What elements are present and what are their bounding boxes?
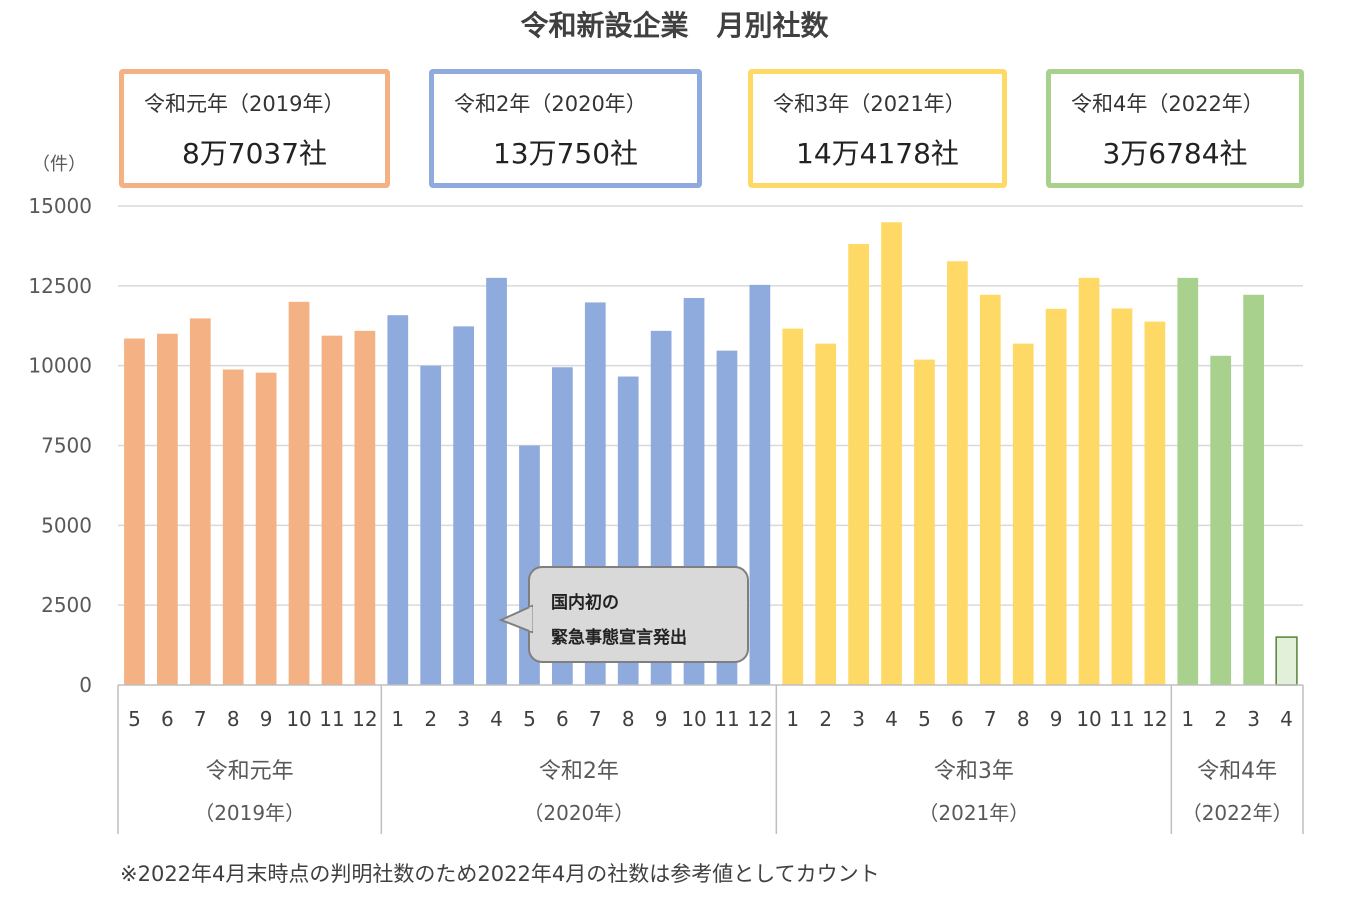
bar — [979, 294, 1001, 685]
x-tick-label: 7 — [194, 707, 207, 731]
bar — [1012, 343, 1034, 685]
x-tick-label: 7 — [984, 707, 997, 731]
x-tick-label: 10 — [1076, 707, 1101, 731]
x-tick-label: 9 — [260, 707, 273, 731]
bar — [1177, 277, 1199, 685]
year-group-sublabel: （2021年） — [918, 801, 1029, 825]
x-tick-label: 9 — [655, 707, 668, 731]
x-tick-label: 8 — [622, 707, 635, 731]
x-tick-label: 11 — [319, 707, 344, 731]
summary-label: 令和元年（2019年） — [144, 92, 345, 116]
summary-label: 令和2年（2020年） — [454, 92, 647, 116]
bar — [1045, 308, 1067, 685]
x-tick-label: 3 — [457, 707, 470, 731]
x-tick-label: 6 — [556, 707, 569, 731]
x-tick-label: 11 — [714, 707, 739, 731]
year-group-sublabel: （2020年） — [523, 801, 634, 825]
bar — [749, 284, 771, 685]
x-tick-label: 4 — [885, 707, 898, 731]
x-tick-label: 8 — [1017, 707, 1030, 731]
bar — [124, 338, 145, 685]
bar — [486, 277, 507, 685]
bar — [815, 343, 837, 685]
x-tick-label: 5 — [523, 707, 536, 731]
bar — [222, 369, 244, 685]
x-tick-label: 10 — [681, 707, 706, 731]
x-tick-label: 1 — [391, 707, 404, 731]
year-group-label: 令和元年 — [206, 759, 294, 784]
bar — [782, 328, 804, 685]
x-tick-label: 3 — [1247, 707, 1260, 731]
bar — [1111, 308, 1133, 685]
x-tick-label: 12 — [352, 707, 377, 731]
bar — [255, 372, 277, 685]
bar — [914, 359, 935, 685]
x-tick-label: 9 — [1050, 707, 1063, 731]
x-tick-label: 6 — [951, 707, 964, 731]
bar — [1275, 636, 1298, 686]
year-group-sublabel: （2019年） — [194, 801, 305, 825]
year-group-label: 令和4年 — [1197, 759, 1277, 784]
x-tick-label: 12 — [1142, 707, 1167, 731]
y-tick-label: 10000 — [28, 354, 92, 378]
summary-box-2020: 令和2年（2020年） 13万750社 — [429, 69, 702, 188]
x-tick-label: 1 — [1181, 707, 1194, 731]
x-tick-label: 6 — [161, 707, 174, 731]
x-tick-label: 5 — [128, 707, 141, 731]
bar — [848, 244, 869, 685]
summary-label: 令和4年（2022年） — [1071, 92, 1264, 116]
year-group-label: 令和2年 — [539, 759, 619, 784]
x-tick-label: 2 — [819, 707, 832, 731]
bar — [288, 301, 310, 685]
x-tick-label: 1 — [786, 707, 799, 731]
bar — [354, 330, 376, 685]
x-tick-label: 5 — [918, 707, 931, 731]
x-tick-label: 4 — [490, 707, 503, 731]
bar — [1210, 355, 1232, 685]
summary-count: 13万750社 — [492, 137, 639, 170]
x-tick-label: 4 — [1280, 707, 1293, 731]
bar — [1243, 294, 1264, 685]
bar — [387, 315, 409, 685]
chart-title: 令和新設企業 月別社数 — [520, 9, 829, 42]
y-axis-unit: （件） — [32, 154, 86, 175]
y-tick-label: 7500 — [41, 434, 92, 458]
year-group-sublabel: （2022年） — [1182, 801, 1293, 825]
bar — [157, 333, 178, 685]
bar — [420, 365, 442, 685]
summary-box-2021: 令和3年（2021年） 14万4178社 — [748, 69, 1007, 188]
summary-box-2022: 令和4年（2022年） 3万6784社 — [1046, 69, 1304, 188]
bar — [453, 326, 474, 685]
x-tick-label: 3 — [852, 707, 865, 731]
summary-box-2019: 令和元年（2019年） 8万7037社 — [119, 69, 390, 188]
callout-emergency-declaration: 国内初の 緊急事態宣言発出 — [528, 566, 749, 663]
bar — [1144, 321, 1166, 685]
summary-count: 8万7037社 — [181, 137, 328, 170]
x-tick-label: 10 — [286, 707, 311, 731]
bar — [947, 261, 968, 685]
bar — [881, 222, 902, 685]
footnote: ※2022年4月末時点の判明社数のため2022年4月の社数は参考値としてカウント — [120, 862, 880, 886]
summary-label: 令和3年（2021年） — [773, 92, 966, 116]
x-tick-label: 7 — [589, 707, 602, 731]
year-group-label: 令和3年 — [934, 759, 1014, 784]
y-tick-label: 0 — [79, 673, 92, 697]
x-tick-label: 12 — [747, 707, 772, 731]
y-tick-label: 12500 — [28, 274, 92, 298]
bar — [1078, 277, 1100, 685]
bar — [321, 335, 343, 685]
callout-line-1: 国内初の — [551, 593, 619, 613]
y-tick-label: 5000 — [41, 513, 92, 537]
summary-count: 14万4178社 — [796, 137, 959, 170]
x-tick-label: 11 — [1109, 707, 1134, 731]
x-tick-label: 2 — [424, 707, 437, 731]
x-tick-label: 8 — [227, 707, 240, 731]
x-tick-label: 2 — [1214, 707, 1227, 731]
bar — [189, 318, 211, 685]
callout-line-2: 緊急事態宣言発出 — [551, 628, 687, 648]
y-tick-label: 2500 — [41, 593, 92, 617]
y-tick-label: 15000 — [28, 194, 92, 218]
summary-count: 3万6784社 — [1102, 137, 1248, 170]
